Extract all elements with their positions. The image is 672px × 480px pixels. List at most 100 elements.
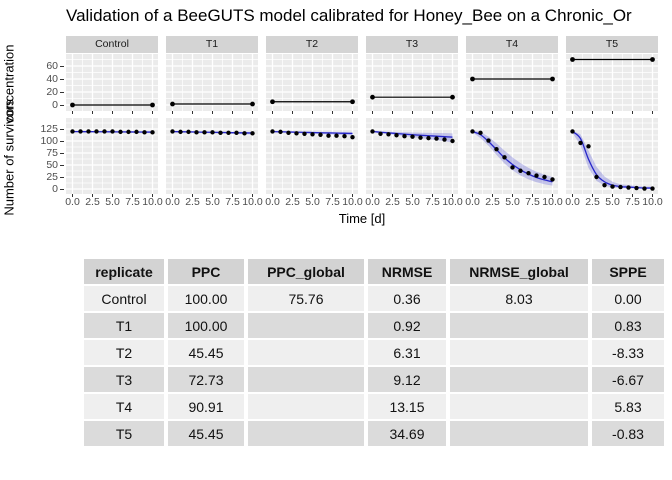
table-cell [450, 367, 588, 392]
table-cell [248, 340, 364, 365]
table-row-control: Control 100.00 75.76 0.36 8.03 0.00 [84, 286, 664, 311]
table-header-nrmse: NRMSE [368, 259, 446, 284]
survival-panel-t2 [266, 118, 358, 197]
faceted-plot-area: Control 0.0 2.5 5.0 7.5 10.0 T1 0.0 2.5 5.0 7.5 10.… [65, 36, 672, 228]
table-cell [248, 394, 364, 419]
table-cell: 34.69 [368, 421, 446, 446]
facet-column-t1: T1 0.0 2.5 5.0 7.5 10.0 [165, 36, 263, 228]
table-header-nrmse_global: NRMSE_global [450, 259, 588, 284]
x-tick-label: 10.0 [142, 196, 163, 208]
x-tick-label: 0.0 [265, 196, 280, 208]
table-cell [450, 394, 588, 419]
y-tick-label: 75 [26, 147, 64, 160]
table-cell [450, 340, 588, 365]
y-tick-label: 40 [26, 73, 64, 86]
facet-strip-label: T3 [366, 36, 458, 53]
facet-column-control: Control 0.0 2.5 5.0 7.5 10.0 [65, 36, 163, 228]
table-cell [248, 313, 364, 338]
table-header-sppe: SPPE [592, 259, 664, 284]
x-tick-label: 0.0 [65, 196, 80, 208]
facet-strip-label: Control [66, 36, 158, 53]
x-tick-label: 2.5 [85, 196, 100, 208]
x-tick-label: 7.5 [625, 196, 640, 208]
x-tick-label: 0.0 [365, 196, 380, 208]
x-tick-label: 5.0 [605, 196, 620, 208]
survival-panel-t1 [166, 118, 258, 197]
table-cell: -6.67 [592, 367, 664, 392]
survival-panel-control [66, 118, 158, 197]
x-tick-label: 7.5 [325, 196, 340, 208]
table-cell: -0.83 [592, 421, 664, 446]
x-tick-label: 5.0 [305, 196, 320, 208]
concentration-panel-control [66, 54, 158, 114]
y-tick-label: 20 [26, 86, 64, 99]
x-tick-label: 10.0 [542, 196, 563, 208]
table-header-replicate: replicate [84, 259, 164, 284]
y-axis-label-survivors: Number of survivors [1, 99, 17, 216]
x-tick-label: 10.0 [642, 196, 663, 208]
x-tick-label: 2.5 [285, 196, 300, 208]
table-cell: 8.03 [450, 286, 588, 311]
table-cell: T2 [84, 340, 164, 365]
x-tick-label: 2.5 [185, 196, 200, 208]
validation-stats-table: replicate PPC PPC_global NRMSE NRMSE_global S… [80, 257, 668, 448]
x-tick-label: 10.0 [342, 196, 363, 208]
y-tick-label: 125 [26, 123, 64, 136]
x-axis-tick-labels: 0.0 2.5 5.0 7.5 10.0 [565, 196, 663, 210]
plot-title: Validation of a BeeGUTS model calibrated… [66, 6, 632, 25]
table-header-ppc: PPC [168, 259, 244, 284]
concentration-panel-t5 [566, 54, 658, 114]
table-cell: 100.00 [168, 286, 244, 311]
x-tick-label: 10.0 [442, 196, 463, 208]
table-cell: 13.15 [368, 394, 446, 419]
concentration-panel-t2 [266, 54, 358, 114]
table-cell [450, 421, 588, 446]
table-row-t1: T1 100.00 0.92 0.83 [84, 313, 664, 338]
table-cell: T1 [84, 313, 164, 338]
table-cell: 100.00 [168, 313, 244, 338]
table-cell: 45.45 [168, 421, 244, 446]
concentration-panel-t1 [166, 54, 258, 114]
facet-strip-label: T1 [166, 36, 258, 53]
facet-strip-label: T4 [466, 36, 558, 53]
table-cell: 9.12 [368, 367, 446, 392]
x-tick-label: 2.5 [585, 196, 600, 208]
survival-panel-t5 [566, 118, 658, 197]
y-tick-label: 0 [26, 99, 64, 112]
x-tick-label: 5.0 [405, 196, 420, 208]
table-cell: 0.92 [368, 313, 446, 338]
x-tick-label: 7.5 [125, 196, 140, 208]
y-tick-label: 100 [26, 135, 64, 148]
x-axis-tick-labels: 0.0 2.5 5.0 7.5 10.0 [265, 196, 363, 210]
x-tick-label: 2.5 [385, 196, 400, 208]
table-cell: T5 [84, 421, 164, 446]
survival-panel-t3 [366, 118, 458, 197]
x-tick-label: 0.0 [165, 196, 180, 208]
table-row-t3: T3 72.73 9.12 -6.67 [84, 367, 664, 392]
table-cell: 0.36 [368, 286, 446, 311]
x-tick-label: 7.5 [425, 196, 440, 208]
x-tick-label: 7.5 [525, 196, 540, 208]
table-cell: T4 [84, 394, 164, 419]
concentration-panel-t3 [366, 54, 458, 114]
x-tick-label: 0.0 [465, 196, 480, 208]
table-row-t2: T2 45.45 6.31 -8.33 [84, 340, 664, 365]
y-tick-label: 0 [26, 183, 64, 196]
x-tick-label: 5.0 [105, 196, 120, 208]
facet-strip-label: T2 [266, 36, 358, 53]
table-cell: -8.33 [592, 340, 664, 365]
table-header-ppc_global: PPC_global [248, 259, 364, 284]
table-cell [450, 313, 588, 338]
y-tick-label: 25 [26, 171, 64, 184]
x-axis-tick-labels: 0.0 2.5 5.0 7.5 10.0 [365, 196, 463, 210]
table-cell: 45.45 [168, 340, 244, 365]
table-row-t5: T5 45.45 34.69 -0.83 [84, 421, 664, 446]
table-cell: Control [84, 286, 164, 311]
facet-column-t4: T4 0.0 2.5 5.0 7.5 10.0 [465, 36, 563, 228]
table-cell: 0.00 [592, 286, 664, 311]
facet-column-t2: T2 0.0 2.5 5.0 7.5 10.0 [265, 36, 363, 228]
table-cell: T3 [84, 367, 164, 392]
x-tick-label: 2.5 [485, 196, 500, 208]
x-axis-tick-labels: 0.0 2.5 5.0 7.5 10.0 [65, 196, 163, 210]
